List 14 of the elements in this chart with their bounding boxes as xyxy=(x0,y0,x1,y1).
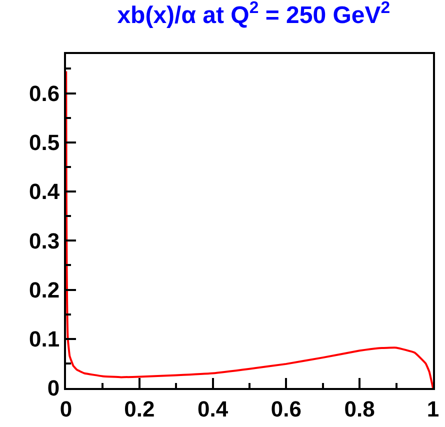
x-tick-label: 0.8 xyxy=(344,396,375,422)
y-tick-label: 0.4 xyxy=(29,179,60,204)
y-tick-label: 0.3 xyxy=(29,228,60,254)
y-tick-label: 0.6 xyxy=(29,80,60,106)
x-tick-label: 1 xyxy=(426,396,440,422)
y-tick-label: 0.5 xyxy=(29,130,60,156)
x-tick-label: 0.6 xyxy=(270,396,302,422)
y-tick-label: 0.2 xyxy=(29,277,60,302)
y-tick-label: 0 xyxy=(47,376,60,401)
line-series xyxy=(66,70,433,388)
chart-title: xb(x)/α at Q$^{2}$ = 250 GeV$^{2}$ xyxy=(117,0,390,30)
x-tick-label: 0.4 xyxy=(198,396,229,422)
x-tick-label: 0.2 xyxy=(124,396,155,422)
y-tick-label: 0.1 xyxy=(29,326,60,352)
